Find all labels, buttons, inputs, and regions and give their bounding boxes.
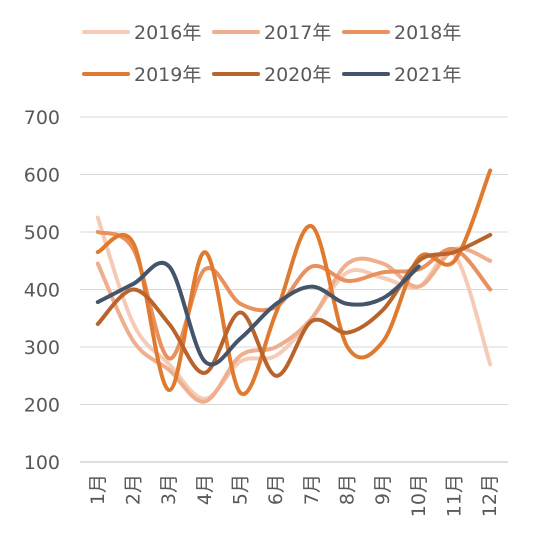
series-lines xyxy=(95,168,493,404)
legend: 2016年 2017年 2018年 2019年 2020年 2021年 xyxy=(82,22,461,86)
y-tick-label: 700 xyxy=(24,107,60,129)
legend-label: 2018年 xyxy=(394,22,461,44)
series-line-2021年 xyxy=(95,260,421,367)
x-tick-label: 12月 xyxy=(479,474,501,517)
x-tick-label: 7月 xyxy=(301,474,323,505)
x-axis: 1月 2月 3月 4月 5月 6月 7月 8月 9月 10月 11月 12月 xyxy=(87,474,501,517)
x-tick-label: 5月 xyxy=(230,474,252,505)
y-tick-label: 200 xyxy=(24,395,60,417)
x-tick-label: 3月 xyxy=(158,474,180,505)
y-tick-label: 500 xyxy=(24,222,60,244)
y-tick-label: 400 xyxy=(24,280,60,302)
x-tick-label: 8月 xyxy=(337,474,359,505)
x-tick-label: 9月 xyxy=(372,474,394,505)
legend-label: 2021年 xyxy=(394,64,461,86)
legend-label: 2016年 xyxy=(134,22,201,44)
legend-label: 2017年 xyxy=(264,22,331,44)
x-tick-label: 11月 xyxy=(444,474,466,517)
x-tick-label: 2月 xyxy=(123,474,145,505)
y-tick-label: 300 xyxy=(24,337,60,359)
x-tick-label: 4月 xyxy=(194,474,216,505)
y-tick-label: 600 xyxy=(24,165,60,187)
x-tick-label: 1月 xyxy=(87,474,109,505)
series-line-2019年 xyxy=(95,168,493,397)
legend-label: 2019年 xyxy=(134,64,201,86)
y-axis: 100 200 300 400 500 600 700 xyxy=(24,107,60,474)
legend-label: 2020年 xyxy=(264,64,331,86)
y-tick-label: 100 xyxy=(24,452,60,474)
x-tick-label: 6月 xyxy=(265,474,287,505)
series-line-2018年 xyxy=(95,230,493,361)
x-tick-label: 10月 xyxy=(408,474,430,517)
series-line-2020年 xyxy=(95,232,493,378)
